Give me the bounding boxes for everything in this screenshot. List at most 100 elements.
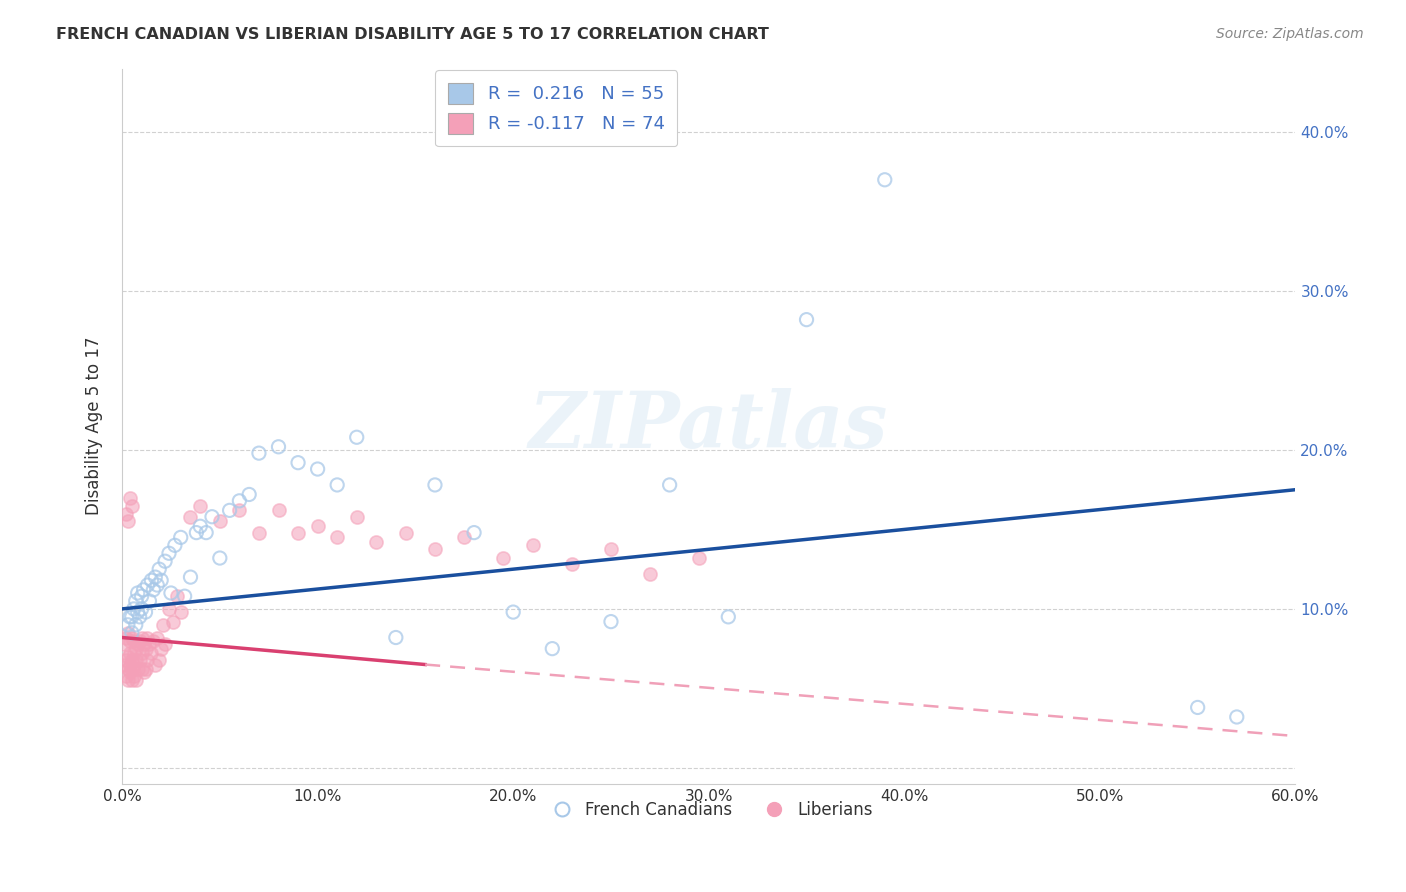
Point — [118, 657, 141, 672]
Point — [453, 530, 475, 544]
Point — [121, 653, 143, 667]
Point — [157, 546, 180, 560]
Point — [127, 662, 149, 676]
Point — [152, 617, 174, 632]
Point — [502, 605, 524, 619]
Point — [873, 173, 896, 187]
Point — [148, 562, 170, 576]
Point — [122, 647, 145, 661]
Point — [170, 605, 193, 619]
Point — [141, 647, 163, 661]
Point — [267, 440, 290, 454]
Point — [796, 312, 818, 326]
Point — [366, 535, 388, 549]
Point — [287, 456, 309, 470]
Point — [247, 446, 270, 460]
Point — [117, 673, 139, 688]
Point — [146, 578, 169, 592]
Point — [287, 525, 309, 540]
Point — [136, 631, 159, 645]
Point — [143, 570, 166, 584]
Point — [141, 574, 163, 588]
Point — [117, 617, 139, 632]
Point — [142, 633, 165, 648]
Point — [121, 499, 143, 513]
Point — [179, 570, 201, 584]
Point — [195, 525, 218, 540]
Point — [163, 538, 186, 552]
Point — [115, 631, 138, 645]
Point — [115, 668, 138, 682]
Point — [148, 653, 170, 667]
Point — [138, 594, 160, 608]
Point — [1226, 710, 1249, 724]
Point — [228, 493, 250, 508]
Point — [121, 662, 143, 676]
Point — [131, 602, 153, 616]
Point — [134, 605, 156, 619]
Point — [600, 541, 623, 556]
Point — [118, 491, 141, 505]
Point — [117, 662, 139, 676]
Point — [134, 641, 156, 656]
Point — [218, 503, 240, 517]
Point — [423, 478, 446, 492]
Point — [173, 589, 195, 603]
Point — [201, 509, 224, 524]
Point — [150, 641, 173, 656]
Point — [157, 602, 180, 616]
Point — [162, 615, 184, 629]
Point — [463, 525, 485, 540]
Point — [117, 625, 139, 640]
Point — [385, 631, 408, 645]
Point — [561, 558, 583, 572]
Point — [127, 586, 149, 600]
Point — [326, 478, 349, 492]
Point — [153, 637, 176, 651]
Point — [394, 525, 416, 540]
Text: ZIPatlas: ZIPatlas — [529, 388, 889, 465]
Point — [188, 499, 211, 513]
Point — [638, 566, 661, 581]
Point — [600, 615, 623, 629]
Point — [326, 530, 349, 544]
Point — [128, 610, 150, 624]
Point — [118, 633, 141, 648]
Point — [188, 519, 211, 533]
Point — [346, 430, 368, 444]
Point — [118, 610, 141, 624]
Point — [423, 541, 446, 556]
Point — [127, 605, 149, 619]
Point — [146, 631, 169, 645]
Point — [122, 657, 145, 672]
Point — [125, 641, 148, 656]
Point — [307, 519, 329, 533]
Point — [127, 637, 149, 651]
Point — [142, 582, 165, 597]
Point — [238, 487, 260, 501]
Point — [128, 653, 150, 667]
Point — [267, 503, 290, 517]
Y-axis label: Disability Age 5 to 17: Disability Age 5 to 17 — [86, 337, 103, 516]
Point — [131, 631, 153, 645]
Point — [492, 551, 515, 566]
Point — [121, 631, 143, 645]
Point — [122, 602, 145, 616]
Point — [717, 610, 740, 624]
Point — [170, 530, 193, 544]
Point — [658, 478, 681, 492]
Point — [522, 538, 544, 552]
Point — [186, 525, 208, 540]
Point — [112, 657, 135, 672]
Point — [541, 641, 564, 656]
Point — [115, 653, 138, 667]
Point — [115, 507, 138, 521]
Point — [131, 662, 153, 676]
Point — [688, 551, 710, 566]
Point — [136, 653, 159, 667]
Point — [138, 637, 160, 651]
Point — [128, 633, 150, 648]
Point — [179, 509, 201, 524]
Point — [125, 617, 148, 632]
Point — [160, 586, 183, 600]
